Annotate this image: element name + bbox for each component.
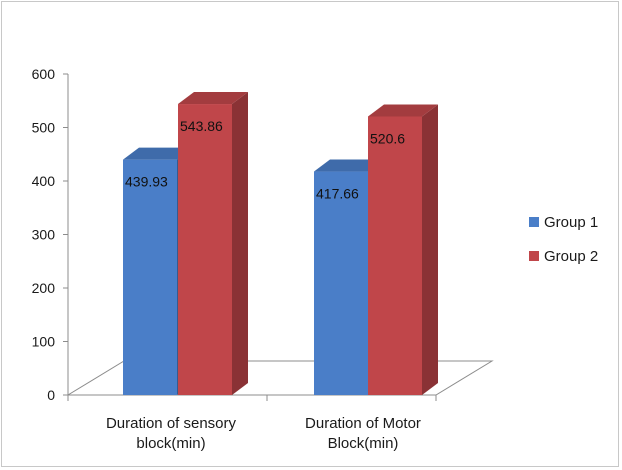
legend-swatch <box>529 217 539 227</box>
y-tick-label: 300 <box>32 227 56 243</box>
data-label: 543.86 <box>180 118 223 134</box>
bar-top <box>314 159 384 172</box>
bar-front <box>368 116 422 395</box>
y-tick-label: 400 <box>32 173 56 189</box>
bar-top <box>368 104 438 117</box>
x-category-label: Duration of Motor Block(min) <box>305 415 421 452</box>
legend-label: Group 1 <box>544 214 598 231</box>
bar-top <box>178 92 248 105</box>
y-tick-label: 600 <box>32 66 56 82</box>
bar-side <box>422 104 438 395</box>
data-label: 417.66 <box>316 186 359 202</box>
y-tick-label: 500 <box>32 120 56 136</box>
y-tick-label: 100 <box>32 334 56 350</box>
y-tick-label: 200 <box>32 280 56 296</box>
data-label: 520.6 <box>370 130 405 146</box>
bar-front <box>123 159 177 395</box>
bar-front <box>178 104 232 395</box>
bar-side <box>232 92 248 395</box>
legend-label: Group 2 <box>544 248 598 265</box>
x-category-label: Duration of sensory block(min) <box>106 415 237 452</box>
y-tick-label: 0 <box>47 387 55 403</box>
bar-group-2-2 <box>368 104 438 395</box>
legend-item-group-2: Group 2 <box>529 248 598 265</box>
bar-group-2-1 <box>178 92 248 395</box>
bar-top <box>123 147 193 160</box>
legend-item-group-1: Group 1 <box>529 214 598 231</box>
legend-swatch <box>529 251 539 261</box>
data-label: 439.93 <box>125 174 168 190</box>
bar-front <box>314 171 368 395</box>
